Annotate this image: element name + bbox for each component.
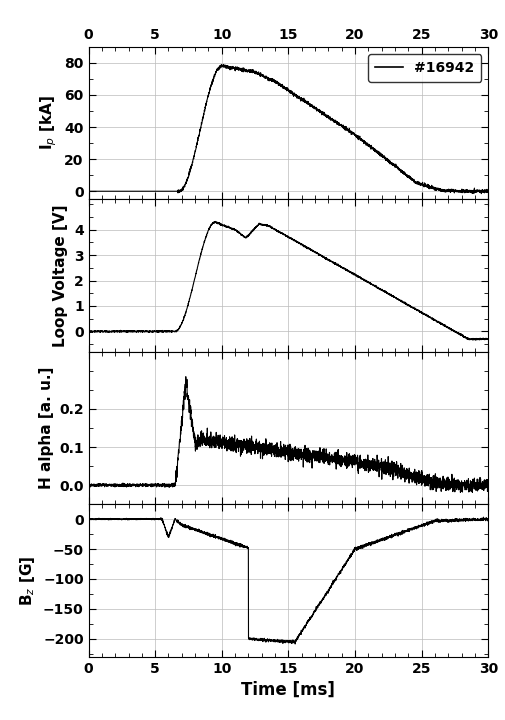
X-axis label: Time [ms]: Time [ms]: [241, 681, 335, 699]
Y-axis label: H alpha [a. u.]: H alpha [a. u.]: [38, 366, 54, 489]
Legend: #16942: #16942: [368, 54, 480, 81]
Y-axis label: B$_z$ [G]: B$_z$ [G]: [18, 555, 37, 606]
Y-axis label: I$_p$ [kA]: I$_p$ [kA]: [38, 96, 59, 150]
Y-axis label: Loop Voltage [V]: Loop Voltage [V]: [54, 204, 68, 347]
